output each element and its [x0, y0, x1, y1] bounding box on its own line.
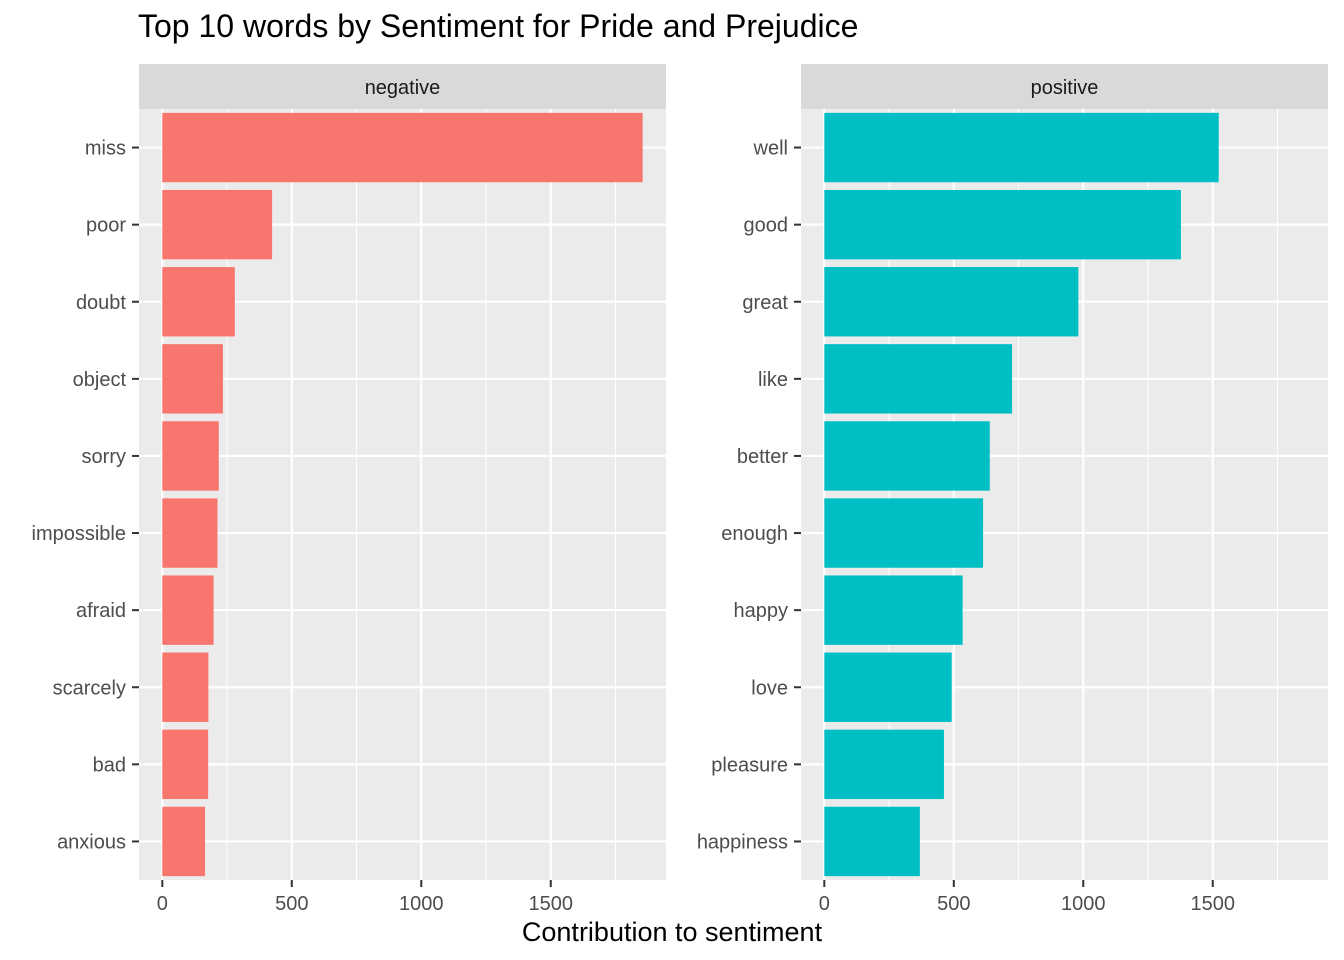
y-tick-label-doubt: doubt [76, 292, 126, 314]
bar-positive-happy [824, 575, 963, 645]
y-tick-label-bad: bad [93, 754, 126, 776]
y-tick-label-good: good [744, 215, 789, 237]
y-tick-label-enough: enough [721, 523, 788, 545]
bar-negative-object [162, 344, 223, 414]
y-tick-label-anxious: anxious [57, 831, 126, 853]
x-axis-label: Contribution to sentiment [521, 917, 823, 947]
y-tick-label-pleasure: pleasure [711, 754, 788, 776]
y-tick-label-great: great [742, 292, 788, 314]
y-tick-label-like: like [758, 369, 788, 391]
bar-negative-sorry [162, 421, 219, 491]
facet-strip-negative [139, 64, 666, 109]
y-tick-label-well: well [753, 138, 788, 160]
x-tick-label: 1000 [399, 893, 444, 915]
y-tick-label-afraid: afraid [76, 600, 126, 622]
bar-negative-doubt [162, 267, 235, 337]
x-tick-label: 1000 [1061, 893, 1106, 915]
bar-positive-pleasure [824, 729, 944, 800]
y-tick-label-poor: poor [86, 215, 126, 237]
bar-positive-better [824, 421, 990, 491]
x-tick-label: 0 [157, 893, 168, 915]
y-tick-label-love: love [751, 677, 788, 699]
bar-positive-happiness [824, 806, 920, 877]
chart-title: Top 10 words by Sentiment for Pride and … [138, 8, 859, 44]
x-tick-label: 1500 [529, 893, 574, 915]
bar-positive-love [824, 652, 952, 722]
y-tick-label-impossible: impossible [32, 523, 126, 545]
x-tick-label: 500 [275, 893, 308, 915]
facet-strip-label-negative: negative [365, 77, 441, 99]
bar-positive-good [824, 189, 1181, 260]
y-tick-label-scarcely: scarcely [53, 677, 126, 699]
bar-negative-bad [162, 729, 209, 800]
x-tick-label: 1500 [1191, 893, 1236, 915]
bar-negative-scarcely [162, 652, 209, 722]
facet-strip-label-positive: positive [1031, 77, 1099, 99]
bar-positive-like [824, 344, 1013, 414]
bar-positive-well [824, 112, 1219, 183]
facet-strip-positive [801, 64, 1328, 109]
bar-negative-anxious [162, 806, 206, 877]
bar-positive-enough [824, 498, 984, 568]
bar-positive-great [824, 267, 1079, 337]
y-tick-label-happiness: happiness [697, 831, 788, 853]
x-tick-label: 0 [819, 893, 830, 915]
bar-negative-impossible [162, 498, 218, 568]
bar-negative-afraid [162, 575, 214, 645]
y-tick-label-miss: miss [85, 138, 126, 160]
y-tick-label-happy: happy [734, 600, 789, 622]
y-tick-label-object: object [73, 369, 127, 391]
y-tick-label-sorry: sorry [82, 446, 126, 468]
x-tick-label: 500 [937, 893, 970, 915]
bar-negative-miss [162, 112, 643, 183]
bar-negative-poor [162, 189, 273, 260]
y-tick-label-better: better [737, 446, 788, 468]
